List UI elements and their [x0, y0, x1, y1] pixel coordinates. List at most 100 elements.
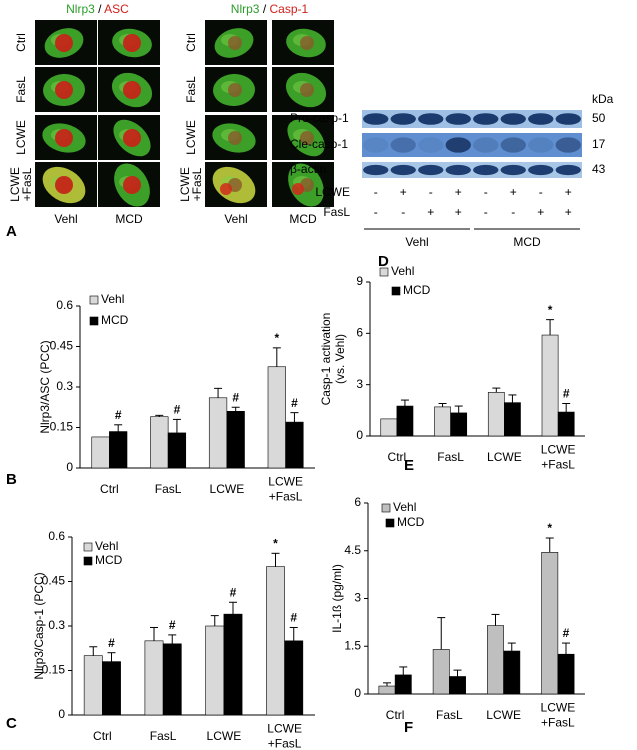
y-tick-label: 3: [356, 377, 363, 391]
treatment-sign: +: [510, 185, 517, 199]
y-tick-label: 0: [356, 428, 363, 442]
treatment-sign: +: [400, 185, 407, 199]
bar: [487, 392, 505, 437]
significance-marker: #: [291, 396, 298, 410]
significance-marker: #: [115, 408, 122, 422]
x-tick-label: LCWE +FasL: [541, 443, 576, 472]
y-axis-label: Nlrp3/Casp-1 (PCC): [32, 572, 46, 679]
treatment-sign: -: [374, 205, 378, 219]
blot-band: [555, 164, 581, 176]
bar: [226, 410, 245, 469]
bar: [266, 566, 285, 716]
cell-nucleus: [55, 176, 73, 194]
bar: [102, 661, 121, 716]
cell-nucleus: [55, 34, 73, 52]
y-tick-label: 9: [356, 274, 363, 288]
panel-letter: A: [6, 223, 17, 240]
y-tick-label: 6: [356, 326, 363, 340]
treatment-sign: -: [484, 185, 488, 199]
treatment-sign: -: [429, 185, 433, 199]
bar: [150, 416, 169, 469]
row-label: Ctrl: [14, 33, 28, 52]
cell-nucleus: [228, 83, 242, 97]
treatment-sign: -: [374, 185, 378, 199]
kda-label: 50: [592, 111, 606, 125]
bar: [378, 685, 396, 695]
legend-swatch: [89, 295, 99, 305]
bar: [380, 418, 398, 437]
blot-band: [473, 113, 499, 125]
cell-nucleus: [123, 34, 141, 52]
y-tick-label: 0: [66, 460, 73, 474]
blot-band: [555, 137, 581, 153]
x-tick-label: Ctrl: [386, 708, 405, 722]
y-tick-label: 0.15: [50, 420, 74, 434]
cell-nucleus: [55, 81, 73, 99]
bar: [450, 412, 468, 437]
treatment-label: LCWE: [315, 185, 350, 199]
bar: [167, 432, 187, 469]
bar: [223, 613, 243, 716]
y-tick-label: 0.6: [48, 529, 65, 543]
bar: [557, 411, 575, 437]
y-tick-label: 4.5: [344, 543, 361, 557]
row-label: FasL: [184, 76, 198, 103]
x-tick-label: Ctrl: [93, 729, 112, 743]
cell-nucleus: [123, 176, 141, 194]
y-tick-label: 0.45: [50, 339, 74, 353]
red-foci: [292, 183, 304, 195]
blot-band: [363, 137, 389, 153]
blot-band: [445, 164, 471, 176]
treatment-sign: +: [565, 185, 572, 199]
x-tick-label: Ctrl: [388, 450, 407, 464]
panel-a-title: Nlrp3 / ASC: [66, 2, 129, 16]
bar: [285, 421, 304, 469]
title-part: Nlrp3: [66, 2, 95, 16]
group-label: Vehl: [405, 235, 428, 249]
bar: [504, 402, 521, 437]
column-label: MCD: [289, 212, 317, 226]
treatment-sign: +: [565, 205, 572, 219]
legend-swatch: [381, 503, 391, 513]
y-tick-label: 1.5: [344, 638, 361, 652]
row-label: LCWE+FasL: [8, 167, 34, 202]
row-label: Ctrl: [184, 33, 198, 52]
title-part: Casp-1: [270, 2, 309, 16]
blot-band: [528, 164, 554, 176]
treatment-sign: +: [537, 205, 544, 219]
row-label: FasL: [14, 76, 28, 103]
legend-swatch: [385, 518, 395, 528]
y-tick-label: 0.45: [42, 574, 66, 588]
column-label: Vehl: [54, 212, 77, 226]
cell-nucleus: [300, 131, 314, 145]
kda-header: kDa: [592, 92, 614, 106]
significance-marker: #: [563, 387, 570, 401]
cell-nucleus: [300, 83, 314, 97]
blot-band: [473, 164, 499, 176]
blot-band: [445, 113, 471, 125]
bar: [557, 653, 575, 695]
blot-band: [363, 113, 389, 125]
blot-band: [390, 137, 416, 153]
treatment-sign: +: [427, 205, 434, 219]
y-tick-label: 0: [58, 707, 65, 721]
y-axis-label: IL-1ß (pg/ml): [330, 564, 344, 633]
blot-band: [363, 164, 389, 176]
panel-letter: D: [378, 253, 389, 270]
kda-label: 17: [592, 137, 606, 151]
bar: [91, 436, 110, 469]
bar: [109, 431, 128, 469]
blot-band: [528, 113, 554, 125]
bar: [541, 334, 559, 437]
bar: [284, 640, 304, 716]
legend-swatch: [391, 286, 401, 296]
bar: [503, 650, 521, 695]
blot-band: [445, 137, 471, 153]
kda-label: 43: [592, 162, 606, 176]
legend-label: Vehl: [101, 292, 124, 306]
y-tick-label: 0: [354, 686, 361, 700]
treatment-label: FasL: [323, 205, 350, 219]
y-tick-label: 0.3: [56, 379, 73, 393]
x-tick-label: FasL: [155, 482, 182, 496]
legend-swatch: [83, 542, 93, 552]
